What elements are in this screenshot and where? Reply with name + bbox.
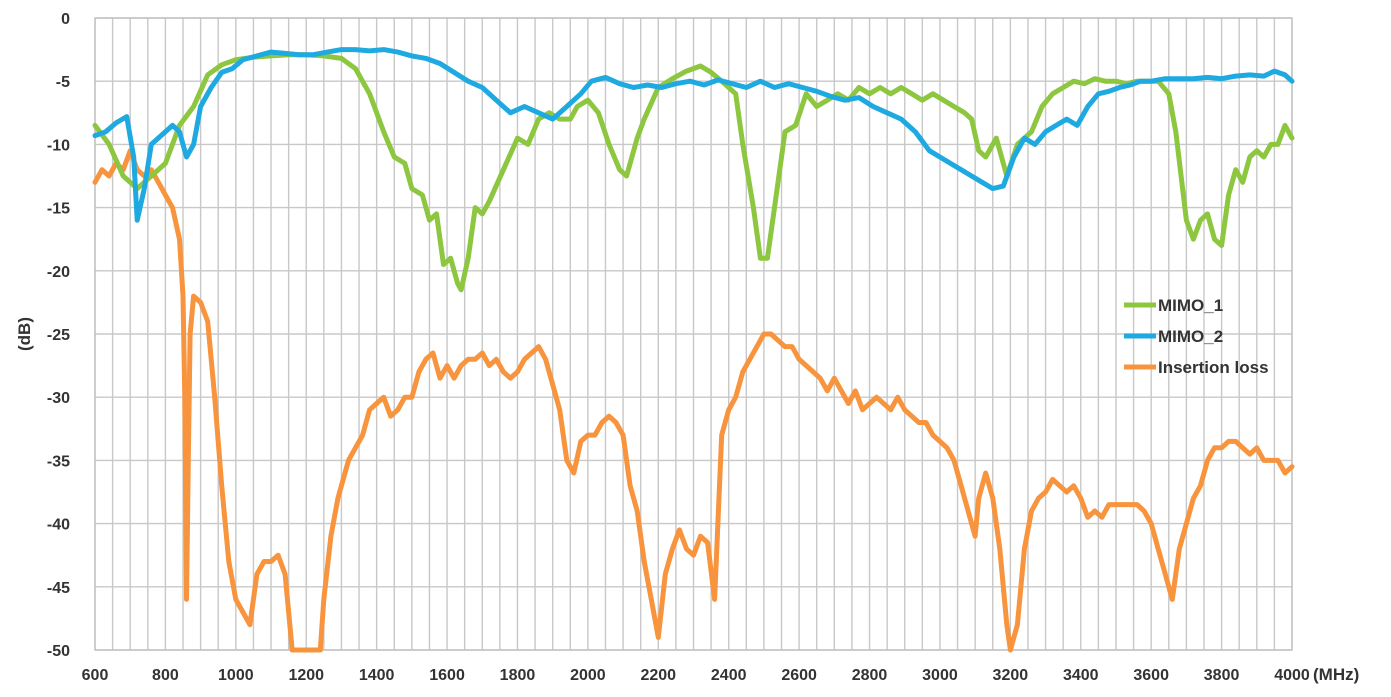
x-tick-label: 3000 bbox=[922, 667, 958, 684]
y-tick-label: -35 bbox=[47, 453, 70, 470]
x-tick-label: 3800 bbox=[1204, 667, 1240, 684]
y-tick-label: -10 bbox=[47, 137, 70, 154]
y-tick-label: 0 bbox=[61, 11, 70, 28]
x-tick-label: 1000 bbox=[218, 667, 254, 684]
legend-label-mimo-1: MIMO_1 bbox=[1158, 296, 1223, 315]
x-tick-label: 2000 bbox=[570, 667, 606, 684]
x-tick-label: 2400 bbox=[711, 667, 747, 684]
x-tick-label: 2800 bbox=[852, 667, 888, 684]
y-tick-label: -40 bbox=[47, 517, 70, 534]
legend: MIMO_1 MIMO_2 Insertion loss bbox=[1124, 296, 1269, 377]
y-axis-title: (dB) bbox=[15, 317, 34, 351]
y-tick-label: -15 bbox=[47, 201, 70, 218]
x-tick-labels: 600 800 1000 1200 1400 1600 1800 2000 2200 2400 26… bbox=[82, 667, 1310, 684]
y-tick-label: -5 bbox=[56, 74, 70, 91]
x-tick-label: 2600 bbox=[781, 667, 817, 684]
x-tick-label: 3200 bbox=[993, 667, 1029, 684]
series-layer bbox=[92, 47, 1295, 653]
x-tick-label: 1600 bbox=[429, 667, 465, 684]
x-tick-label: 1200 bbox=[288, 667, 324, 684]
series-line-mimo-2 bbox=[92, 47, 1295, 223]
x-tick-label: 800 bbox=[152, 667, 179, 684]
x-tick-label: 600 bbox=[82, 667, 109, 684]
y-tick-label: -45 bbox=[47, 580, 70, 597]
y-tick-label: -50 bbox=[47, 643, 70, 660]
x-axis-title: (MHz) bbox=[1313, 665, 1359, 684]
y-tick-label: -30 bbox=[47, 390, 70, 407]
x-tick-label: 4000 bbox=[1274, 667, 1310, 684]
legend-label-insertion-loss: Insertion loss bbox=[1158, 358, 1269, 377]
y-tick-label: -20 bbox=[47, 264, 70, 281]
legend-label-mimo-2: MIMO_2 bbox=[1158, 327, 1223, 346]
x-tick-label: 3400 bbox=[1063, 667, 1099, 684]
y-tick-label: -25 bbox=[47, 327, 70, 344]
y-tick-labels: 0 -5 -10 -15 -20 -25 -30 -35 -40 -45 -50 bbox=[47, 11, 70, 660]
x-tick-label: 3600 bbox=[1133, 667, 1169, 684]
x-tick-label: 2200 bbox=[640, 667, 676, 684]
series-line-insertion-loss bbox=[92, 148, 1295, 653]
x-tick-label: 1400 bbox=[359, 667, 395, 684]
plot-area bbox=[94, 17, 1293, 651]
x-tick-label: 1800 bbox=[500, 667, 536, 684]
